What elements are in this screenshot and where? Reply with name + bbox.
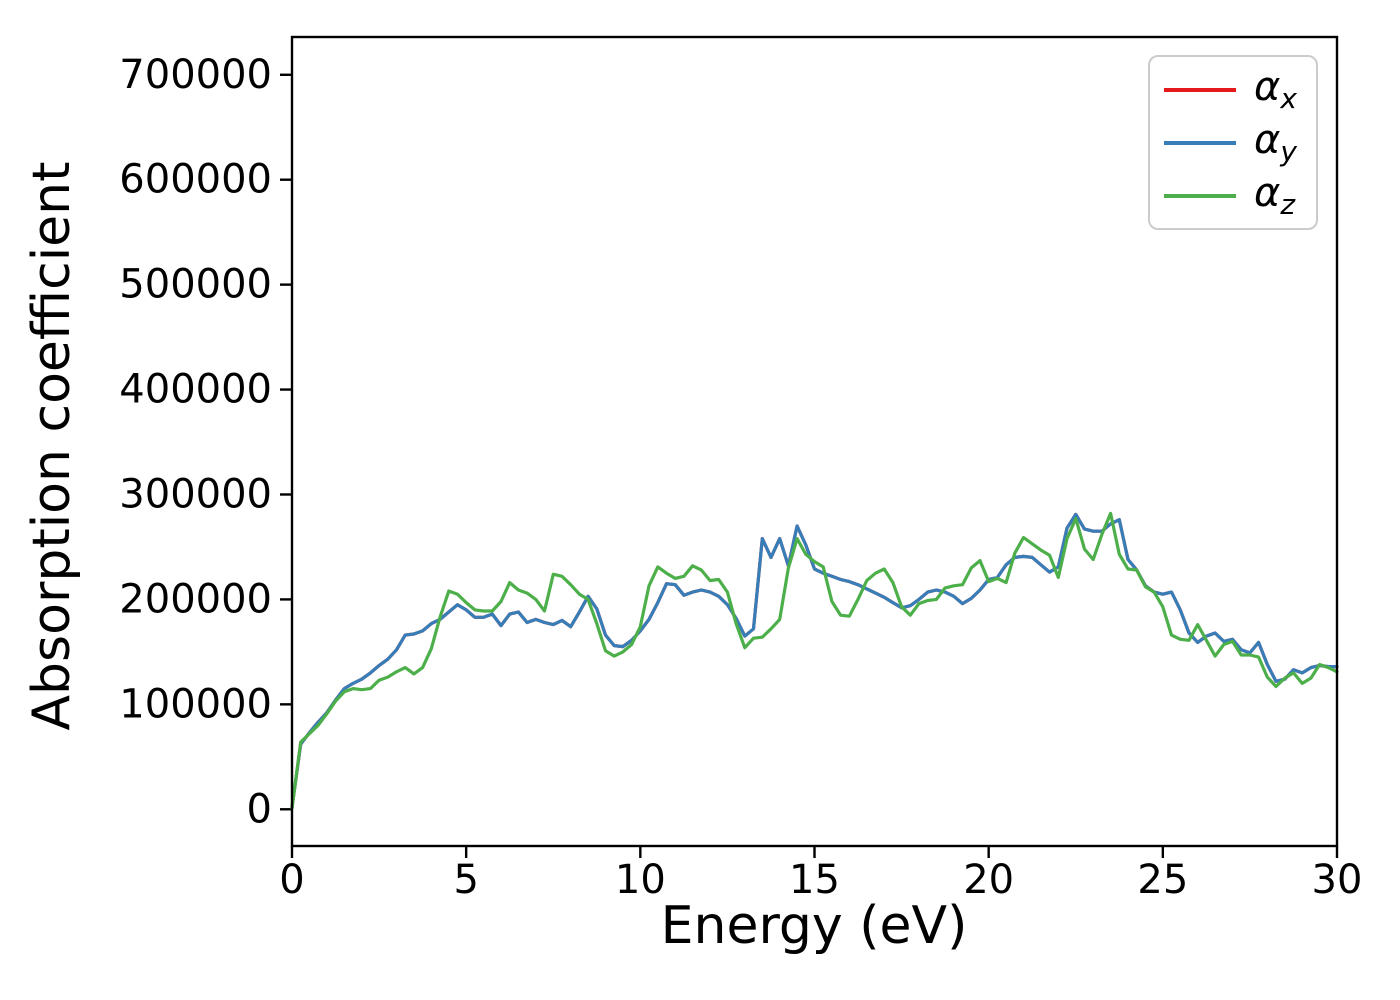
legend-item-alpha-y: αy: [1164, 120, 1302, 166]
x-tick-label: 5: [453, 857, 478, 903]
x-tick-label: 15: [789, 857, 840, 903]
x-tick-label: 30: [1312, 857, 1363, 903]
legend-subscript: x: [1280, 81, 1297, 115]
y-axis-label: Absorption coefficient: [22, 161, 82, 731]
legend-swatch-alpha-y: [1164, 140, 1236, 145]
legend-symbol: α: [1254, 169, 1281, 216]
y-tick-label: 200000: [119, 576, 272, 622]
series-line-alpha_z: [290, 511, 1339, 810]
x-tick-label: 25: [1137, 857, 1188, 903]
legend-item-alpha-x: αx: [1164, 67, 1302, 113]
legend-symbol: α: [1254, 116, 1281, 163]
legend-swatch-alpha-x: [1164, 87, 1236, 92]
y-tick-label: 0: [247, 786, 272, 832]
legend-subscript: z: [1280, 187, 1296, 221]
y-tick-label: 500000: [119, 262, 272, 308]
legend-subscript: y: [1280, 134, 1297, 168]
x-tick-label: 10: [615, 857, 666, 903]
series-line-alpha_x: [290, 512, 1339, 809]
series-line-alpha_y: [290, 512, 1339, 809]
y-tick-label: 100000: [119, 681, 272, 727]
legend-symbol: α: [1254, 63, 1281, 110]
legend-label-alpha-y: αy: [1254, 120, 1297, 166]
y-tick-label: 600000: [119, 157, 272, 203]
x-axis-label: Energy (eV): [660, 896, 968, 956]
legend-label-alpha-x: αx: [1254, 67, 1297, 113]
legend: αx αy αz: [1148, 55, 1318, 230]
x-tick-label: 20: [963, 857, 1014, 903]
y-tick-label: 300000: [119, 471, 272, 517]
legend-item-alpha-z: αz: [1164, 173, 1302, 219]
y-tick-label: 400000: [119, 367, 272, 413]
legend-label-alpha-z: αz: [1254, 173, 1295, 219]
plot-border: [290, 35, 1339, 848]
legend-swatch-alpha-z: [1164, 193, 1236, 198]
x-tick-label: 0: [279, 857, 304, 903]
y-tick-label: 700000: [119, 52, 272, 98]
